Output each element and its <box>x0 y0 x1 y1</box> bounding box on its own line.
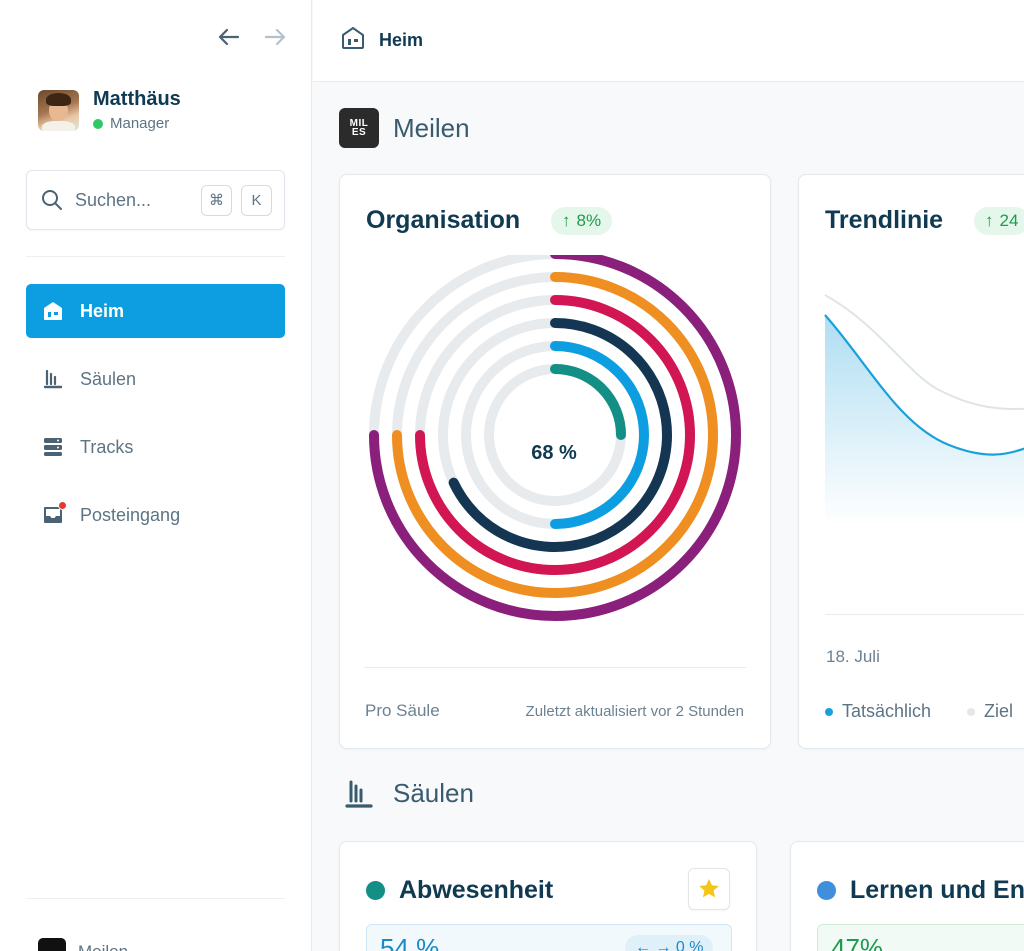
search-input[interactable]: Suchen... ⌘ K <box>26 170 285 230</box>
miles-logo-icon: MIL ES <box>339 108 379 148</box>
forward-arrow-icon[interactable] <box>262 24 288 50</box>
miles-logo-icon <box>38 938 66 951</box>
user-role: Manager <box>93 115 181 132</box>
change-badge: ↑ 24 <box>974 207 1024 235</box>
last-updated: Zuletzt aktualisiert vor 2 Stunden <box>525 703 744 720</box>
sidebar-item-tracks[interactable]: Tracks <box>26 420 285 474</box>
user-name: Matthäus <box>93 88 181 110</box>
pillar-change: ← → 0 % <box>625 935 714 951</box>
saeulen-section-header: Säulen <box>339 778 474 809</box>
user-role-label: Manager <box>110 115 170 132</box>
stat-box <box>817 924 1024 951</box>
pillar-title: Abwesenheit <box>366 876 553 905</box>
sidebar-item-label: Posteingang <box>80 504 181 525</box>
pillar-value: 47% <box>831 933 884 951</box>
organisation-card: Organisation ↑ 8% 68 % Pro Säule Zuletzt… <box>339 174 771 749</box>
arrow-up-icon: ↑ <box>562 211 571 230</box>
search-placeholder: Suchen... <box>75 189 152 210</box>
pillar-color-dot <box>366 881 385 900</box>
avatar <box>38 89 79 131</box>
ring-arc-1 <box>392 272 718 598</box>
actual-area <box>825 315 1024 525</box>
inbox-icon <box>42 501 67 526</box>
sidebar-item-label: Säulen <box>80 368 137 389</box>
legend-dot-icon <box>825 707 833 716</box>
x-axis-label: 18. Juli <box>826 647 880 666</box>
sidebar: Matthäus Manager Suchen... ⌘ K Heim Säul… <box>0 0 312 951</box>
star-icon <box>699 879 719 898</box>
home-icon <box>42 300 64 322</box>
center-value: 68 % <box>531 442 577 464</box>
divider <box>26 256 285 257</box>
legend-target[interactable]: Ziel <box>967 701 1013 722</box>
pillar-title-label: Lernen und En <box>850 876 1024 904</box>
command-key-icon: ⌘ <box>201 184 232 216</box>
page-title: Heim <box>379 30 424 50</box>
search-icon <box>42 190 62 210</box>
legend-label: Ziel <box>984 701 1014 721</box>
x-axis-line <box>825 614 1024 615</box>
target-line <box>824 294 1024 410</box>
topbar: Heim <box>313 0 1024 82</box>
ring-arc-4 <box>550 341 649 529</box>
notification-badge <box>58 501 67 510</box>
sidebar-item-label: Tracks <box>80 436 134 457</box>
pillar-title: Lernen und En <box>817 876 1024 905</box>
home-icon <box>341 26 365 54</box>
radial-chart <box>369 255 741 621</box>
online-status-icon <box>93 118 103 129</box>
pillar-card-abwesenheit[interactable]: Abwesenheit 54 % ← → 0 % <box>339 841 757 951</box>
pillars-icon <box>42 368 64 390</box>
history-nav <box>216 24 288 50</box>
legend-dot-icon <box>967 707 975 716</box>
ring-arc-0 <box>369 255 741 621</box>
card-title: Organisation <box>366 206 521 234</box>
section-title: Meilen <box>393 112 470 143</box>
meilen-section-header: MIL ES Meilen <box>339 108 470 148</box>
divider <box>364 667 746 668</box>
arrow-up-icon: ↑ <box>985 211 994 230</box>
pillars-icon <box>339 779 379 809</box>
sidebar-item-heim[interactable]: Heim <box>26 284 285 338</box>
back-arrow-icon[interactable] <box>216 24 242 50</box>
ring-arc-3 <box>448 318 672 552</box>
pillar-color-dot <box>817 881 836 900</box>
tracks-icon <box>42 436 64 458</box>
pillar-card-lernen[interactable]: Lernen und En 47% <box>790 841 1024 951</box>
ring-arc-2 <box>415 295 695 575</box>
card-title: Trendlinie <box>825 206 944 234</box>
section-title: Säulen <box>393 778 474 808</box>
sidebar-item-saeulen[interactable]: Säulen <box>26 352 285 406</box>
trend-card: Trendlinie ↑ 24 18. Juli Tatsächlich Zie… <box>798 174 1024 749</box>
footer-label: Pro Säule <box>365 701 440 720</box>
change-value: 8% <box>576 211 602 230</box>
footer-brand-label: Meilen <box>78 942 128 951</box>
divider <box>26 898 285 899</box>
footer-brand[interactable]: Meilen <box>38 938 128 951</box>
favorite-button[interactable] <box>688 868 730 910</box>
sidebar-item-label: Heim <box>80 300 125 321</box>
ring-arc-5 <box>550 364 626 440</box>
change-value: 24 <box>999 211 1019 230</box>
user-profile[interactable]: Matthäus Manager <box>38 88 181 132</box>
pillar-title-label: Abwesenheit <box>399 876 554 904</box>
trend-chart <box>824 294 1024 525</box>
change-badge: ↑ 8% <box>551 207 613 235</box>
legend-actual[interactable]: Tatsächlich <box>825 701 931 722</box>
sidebar-item-posteingang[interactable]: Posteingang <box>26 488 285 542</box>
sidebar-menu: Heim Säulen Tracks Posteingang <box>26 284 285 556</box>
pillar-value: 54 % <box>380 933 440 951</box>
shortcut-key: K <box>241 184 272 216</box>
legend-label: Tatsächlich <box>842 701 932 721</box>
